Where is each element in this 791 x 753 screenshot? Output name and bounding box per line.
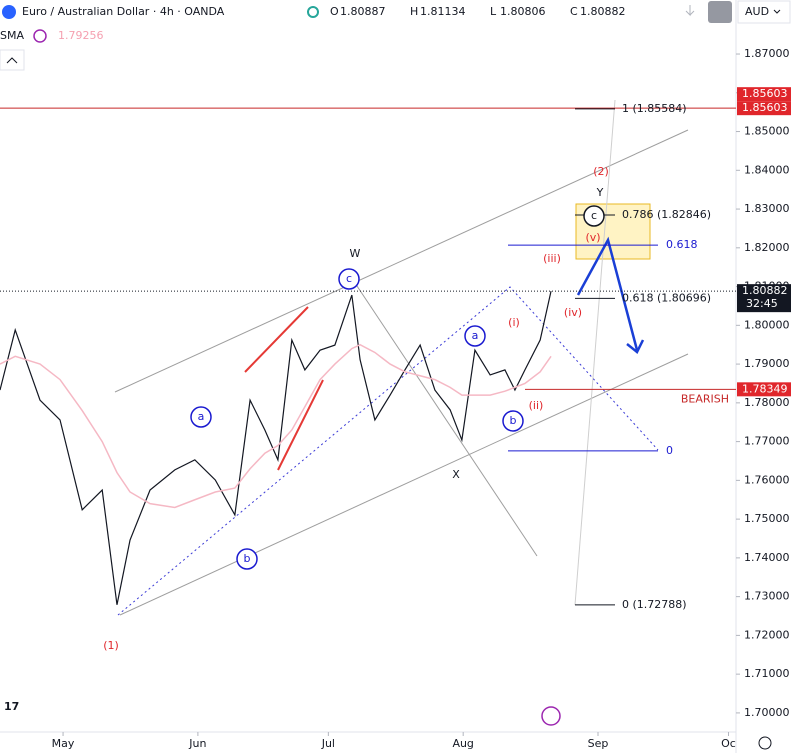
price-tag-label: 1.85603	[742, 101, 788, 114]
wave-circle	[190, 406, 212, 428]
fib-label: 0 (1.72788)	[622, 598, 687, 611]
y-tick-label: 1.71000	[744, 667, 790, 680]
lightning-icon[interactable]	[541, 706, 561, 726]
wave-circle	[583, 205, 605, 227]
x-tick-label: Sep	[588, 737, 609, 750]
fib-label: 1 (1.85584)	[622, 102, 687, 115]
fib-label: 0.786 (1.82846)	[622, 208, 711, 221]
forecast-arrow	[576, 236, 639, 351]
symbol-title: Euro / Australian Dollar · 4h · OANDA	[22, 5, 225, 18]
ohlc-label: L	[490, 5, 497, 18]
x-tick-label: May	[52, 737, 75, 750]
channel-line	[119, 353, 689, 616]
y-tick-label: 1.70000	[744, 706, 790, 719]
wave-label: c	[346, 272, 352, 285]
currency-select[interactable]	[737, 0, 791, 24]
collapse-icon	[6, 57, 18, 64]
y-tick-label: 1.83000	[744, 202, 790, 215]
wave-circle	[236, 548, 258, 570]
y-tick-label: 1.79000	[744, 357, 790, 370]
y-tick-label: 1.78000	[744, 396, 790, 409]
x-tick-label: Jun	[188, 737, 206, 750]
wave-label: X	[452, 468, 460, 481]
arrow-head	[626, 339, 645, 354]
dropdown-icon	[773, 9, 781, 14]
y-tick-label: 1.77000	[744, 435, 790, 448]
y-tick-label: 1.82000	[744, 241, 790, 254]
countdown: 32:45	[746, 297, 778, 310]
y-tick-label: 1.84000	[744, 163, 790, 176]
indicator-name: SMA	[0, 29, 24, 42]
ohlc-label: O	[330, 5, 339, 18]
ohlc-label: H	[410, 5, 418, 18]
ohlc-value: 1.80806	[500, 5, 546, 18]
trend-line	[354, 282, 538, 557]
y-tick-label: 1.85000	[744, 125, 790, 138]
wave-label: a	[198, 410, 205, 423]
x-tick-label: Aug	[452, 737, 473, 750]
y-tick-label: 1.80000	[744, 318, 790, 331]
ohlc-label: C	[570, 5, 578, 18]
wave-label: W	[350, 247, 361, 260]
fib-label: 0	[666, 444, 673, 457]
price-tag	[737, 101, 791, 116]
y-tick-label: 1.72000	[744, 628, 790, 641]
red-line	[277, 379, 324, 471]
wave-label: (1)	[103, 639, 119, 652]
x-tick-label: Oc	[721, 737, 736, 750]
wave-label: b	[510, 414, 517, 427]
y-tick-label: 1.73000	[744, 590, 790, 603]
channel-line	[114, 129, 689, 393]
price-line	[0, 291, 552, 605]
price-tag-label: 1.78349	[742, 382, 788, 395]
y-tick-label: 1.76000	[744, 473, 790, 486]
price-tag	[737, 382, 791, 397]
indicator-icon	[33, 29, 47, 43]
collapse-button[interactable]	[0, 49, 25, 71]
level-label: BEARISH	[681, 392, 729, 405]
ohlc-value: 1.80887	[340, 5, 386, 18]
symbol-icon	[2, 5, 16, 19]
scroll-icon[interactable]	[685, 5, 695, 17]
wave-label: (ii)	[529, 399, 544, 412]
sma-line	[0, 343, 552, 509]
wave-label: c	[591, 209, 597, 222]
price-tag-label: 1.80882	[742, 284, 788, 297]
price-tag-label: 1.85603	[742, 87, 788, 100]
wave-label: a	[472, 329, 479, 342]
currency: AUD	[745, 5, 769, 18]
settings-icon[interactable]	[758, 736, 772, 750]
chart-layer: 1.70000 1.71000 1.72000 1.73000 1.74000 1.750…	[0, 47, 791, 750]
wave-label: b	[244, 552, 251, 565]
price-tag	[737, 87, 791, 102]
wave-label: (2)	[593, 165, 609, 178]
wave-label: (i)	[508, 316, 520, 329]
y-tick-label: 1.87000	[744, 47, 790, 60]
fib-line	[574, 99, 616, 606]
wave-circle	[464, 325, 486, 347]
dotted-projection	[117, 286, 659, 616]
y-tick-label: 1.74000	[744, 551, 790, 564]
wave-label: (iv)	[564, 306, 582, 319]
wave-label: (v)	[585, 231, 600, 244]
ohlc-value: 1.81134	[420, 5, 466, 18]
tv-logo: 17	[4, 700, 19, 713]
ohlc: O 1.80887 H 1.81134 L 1.80806 C 1.80882	[330, 5, 626, 18]
wave-label: Y	[596, 186, 604, 199]
x-tick-label: Jul	[321, 737, 335, 750]
wave-label: (iii)	[543, 252, 561, 265]
indicator-value: 1.79256	[58, 29, 104, 42]
fib-label: 0.618	[666, 238, 698, 251]
red-line	[244, 306, 309, 373]
wave-circle	[338, 268, 360, 290]
ohlc-value: 1.80882	[580, 5, 626, 18]
settings-button[interactable]	[708, 1, 732, 23]
y-tick-label: 1.75000	[744, 512, 790, 525]
price-tag	[737, 284, 791, 313]
fib-label: 0.618 (1.80696)	[622, 291, 711, 304]
status-icon	[307, 6, 319, 18]
wave-circle	[502, 410, 524, 432]
